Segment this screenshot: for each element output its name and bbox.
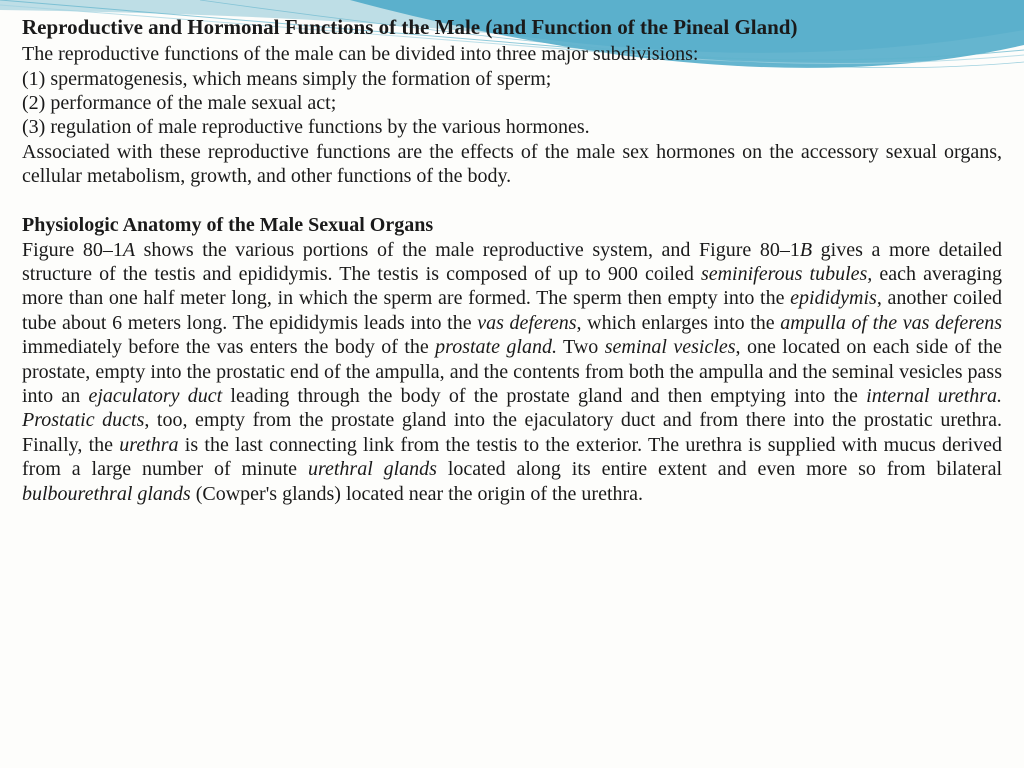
- text-italic: ampulla of the vas deferens: [780, 312, 1002, 334]
- section1-title: Reproductive and Hormonal Functions of t…: [22, 14, 1002, 40]
- text-italic: seminal vesicles: [605, 336, 736, 358]
- text-italic: vas deferens: [477, 312, 576, 334]
- text-run: , which enlarges into the: [577, 312, 781, 334]
- text-italic: prostate gland.: [435, 336, 557, 358]
- text-run: (Cowper's glands) located near the origi…: [191, 483, 643, 505]
- section1-intro: The reproductive functions of the male c…: [22, 42, 1002, 66]
- section1-associated: Associated with these reproductive funct…: [22, 140, 1002, 189]
- text-run: Figure 80–1: [22, 239, 123, 261]
- text-italic: B: [800, 239, 812, 261]
- text-run: leading through the body of the prostate…: [222, 385, 866, 407]
- text-run: Two: [557, 336, 605, 358]
- text-italic: epididymis: [790, 287, 877, 309]
- slide-content: Reproductive and Hormonal Functions of t…: [0, 0, 1024, 526]
- section1-item1: (1) spermatogenesis, which means simply …: [22, 67, 1002, 91]
- text-italic: urethra: [119, 434, 178, 456]
- text-italic: seminiferous tubules,: [701, 263, 872, 285]
- text-run: immediately before the vas enters the bo…: [22, 336, 435, 358]
- text-run: shows the various portions of the male r…: [135, 239, 800, 261]
- section2-title: Physiologic Anatomy of the Male Sexual O…: [22, 213, 1002, 238]
- text-italic: ejaculatory duct: [88, 385, 222, 407]
- section1-item2: (2) performance of the male sexual act;: [22, 91, 1002, 115]
- section2-body: Figure 80–1A shows the various portions …: [22, 238, 1002, 506]
- text-run: located along its entire extent and even…: [437, 458, 1002, 480]
- text-italic: urethral glands: [308, 458, 437, 480]
- text-italic: A: [123, 239, 135, 261]
- section1-item3: (3) regulation of male reproductive func…: [22, 115, 1002, 139]
- text-italic: bulbourethral glands: [22, 483, 191, 505]
